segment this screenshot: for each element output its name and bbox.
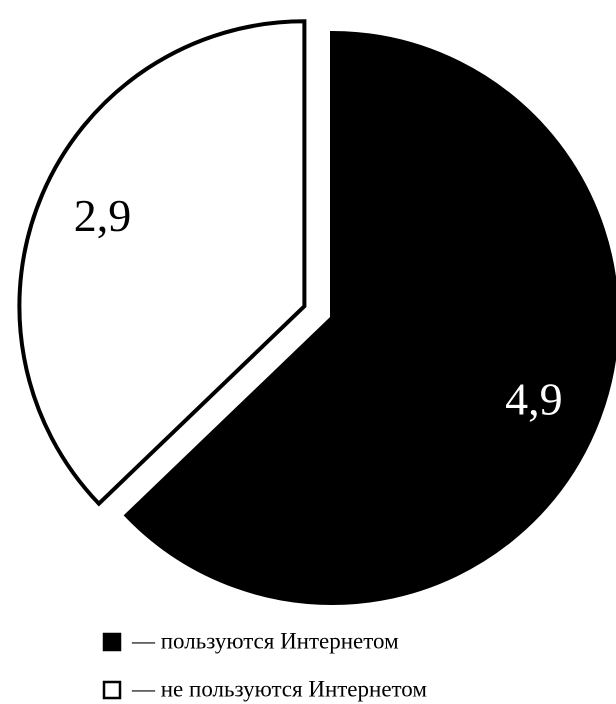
legend-label: — не пользуются Интернетом — [131, 676, 427, 701]
legend-swatch — [102, 680, 122, 700]
value-label: 4,9 — [505, 374, 563, 425]
legend-swatch — [102, 632, 122, 652]
legend-label: — пользуются Интернетом — [131, 628, 399, 653]
pie-slice — [123, 30, 616, 605]
pie-slice — [17, 19, 307, 507]
value-label: 2,9 — [74, 190, 132, 241]
